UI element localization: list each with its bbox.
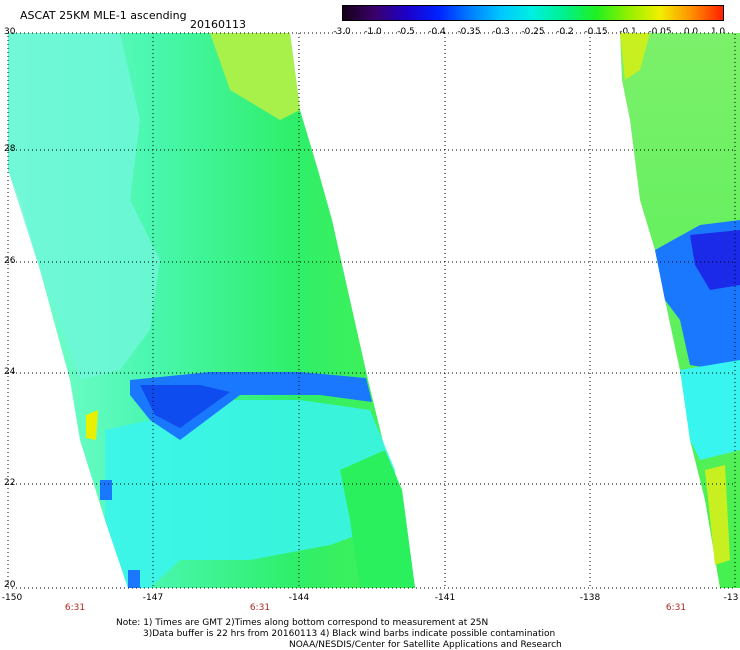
lat-label: 26 xyxy=(4,256,16,266)
colorbar-tick: -0.35 xyxy=(457,27,481,37)
colorbar-tick: -1.0 xyxy=(364,27,382,37)
colorbar-gradient xyxy=(342,5,724,21)
right-swath-blue-core xyxy=(690,230,740,290)
swath-yellow-spot xyxy=(86,410,98,440)
footer-credit: NOAA/NESDIS/Center for Satellite Applica… xyxy=(289,640,562,650)
swath-edge-blue xyxy=(100,480,140,588)
time-label: 6:31 xyxy=(64,603,86,613)
swath-green-region xyxy=(210,33,300,120)
colorbar: -3.0 -1.0 -0.5 -0.4 -0.35 -0.3 -0.25 -0.… xyxy=(333,5,725,37)
colorbar-tick: -0.4 xyxy=(428,27,446,37)
colorbar-tick: -0.05 xyxy=(648,27,672,37)
colorbar-tick: 0.0 xyxy=(683,27,699,37)
footer-note: Note: 1) Times are GMT 2)Times along bot… xyxy=(116,618,489,628)
lon-label: -138 xyxy=(579,593,601,603)
lon-label: -13 xyxy=(723,593,739,603)
footer-note: 3)Data buffer is 22 hrs from 20160113 4)… xyxy=(143,629,556,639)
map-date: 20160113 xyxy=(190,18,246,31)
map-frame xyxy=(7,32,736,589)
time-label: 6:31 xyxy=(249,603,271,613)
swath-blue-core xyxy=(140,385,230,428)
time-label: 6:31 xyxy=(665,603,687,613)
lat-label: 20 xyxy=(4,580,16,590)
lon-label: -144 xyxy=(288,593,310,603)
lat-label: 24 xyxy=(4,367,16,377)
right-swath-yellow xyxy=(620,33,730,565)
map-title: ASCAT 25KM MLE-1 ascending xyxy=(20,9,187,22)
colorbar-tick: -3.0 xyxy=(333,27,351,37)
graticule xyxy=(8,33,735,588)
right-swath-cyan xyxy=(680,360,740,460)
swath-cyan-region xyxy=(105,400,400,588)
lon-label: -150 xyxy=(1,593,23,603)
lat-label: 30 xyxy=(4,27,16,37)
lon-label: -141 xyxy=(434,593,456,603)
colorbar-tick: -0.5 xyxy=(397,27,415,37)
colorbar-tick: -0.25 xyxy=(521,27,545,37)
lat-label: 28 xyxy=(4,144,16,154)
colorbar-tick: -0.1 xyxy=(619,27,637,37)
colorbar-tick: -0.3 xyxy=(492,27,510,37)
lon-label: -147 xyxy=(142,593,164,603)
colorbar-tick: 1.0 xyxy=(710,27,726,37)
colorbar-tick: -0.15 xyxy=(584,27,608,37)
lat-label: 22 xyxy=(4,478,16,488)
swath-cyan-region xyxy=(8,33,160,380)
colorbar-tick: -0.2 xyxy=(556,27,574,37)
